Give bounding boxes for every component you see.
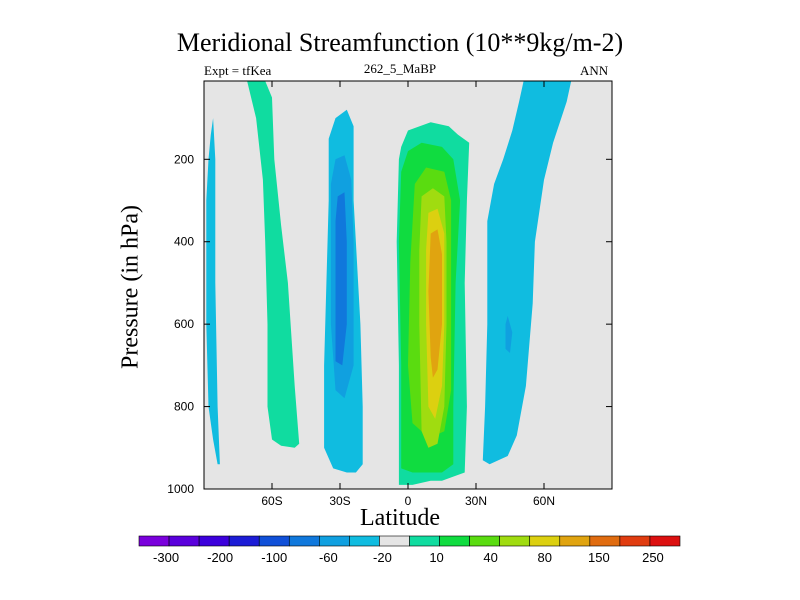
y-tick-label: 600 [174,317,194,331]
colorbar-swatch [589,535,621,547]
colorbar-label: 80 [538,550,552,565]
colorbar-swatch [168,535,200,547]
colorbar-swatch [349,535,380,547]
y-tick-label: 400 [174,235,194,249]
colorbar-swatch [619,535,651,547]
colorbar-swatch [198,535,230,547]
contour-region-far-south-cell [206,118,220,465]
colorbar-swatch [439,535,470,547]
colorbar-swatch [469,535,500,547]
plot-frame [203,80,613,490]
colorbar-label: 150 [588,550,610,565]
colorbar-swatch [649,535,681,547]
colorbar-label: 250 [642,550,664,565]
season-label: ANN [580,63,609,78]
experiment-label: Expt = tfKea [204,63,272,78]
colorbar-label: -100 [261,550,287,565]
colorbar-label: 10 [429,550,443,565]
y-tick-label: 1000 [167,482,194,496]
colorbar-label: -20 [373,550,392,565]
colorbar-swatch [379,535,410,547]
x-tick-label: 60S [261,494,282,508]
time-label: 262_5_MaBP [363,61,437,76]
colorbar-label: 40 [483,550,497,565]
colorbar-swatch [559,535,591,547]
colorbar-swatch [228,535,260,547]
chart-title: Meridional Streamfunction (10**9kg/m-2) [176,28,624,57]
x-tick-label: 30S [329,494,350,508]
colorbar-swatch [499,535,531,547]
contour-region-northern-negative-cell [482,81,572,465]
y-tick-label: 800 [174,400,194,414]
x-tick-label: 0 [405,494,412,508]
x-tick-label: 30N [465,494,487,508]
axis-ticks: 60S 30S 0 30N 60N 200 400 600 800 1000 [167,81,612,508]
contour-region-southern-positive-cell [247,81,300,448]
contour-regions [206,81,572,485]
x-tick-label: 60N [533,494,555,508]
colorbar-swatch [138,535,170,547]
colorbar-swatch [258,535,290,547]
colorbar-label: -300 [153,550,179,565]
colorbar-label: -60 [319,550,338,565]
contour-region-southern-hemisphere-cell-core [335,192,347,366]
contour-region-northern-hemisphere-cell-core [428,229,442,378]
colorbar: -300 -200 -100 -60 -20 10 40 80 150 250 [138,535,681,565]
y-tick-label: 200 [174,152,194,166]
colorbar-swatch [288,535,320,547]
colorbar-swatch [529,535,561,547]
x-axis-label: Latitude [360,505,440,531]
colorbar-label: -200 [207,550,233,565]
colorbar-swatch [409,535,440,547]
colorbar-swatch [319,535,350,547]
contour-region-northern-negative-cell-core [505,315,513,353]
